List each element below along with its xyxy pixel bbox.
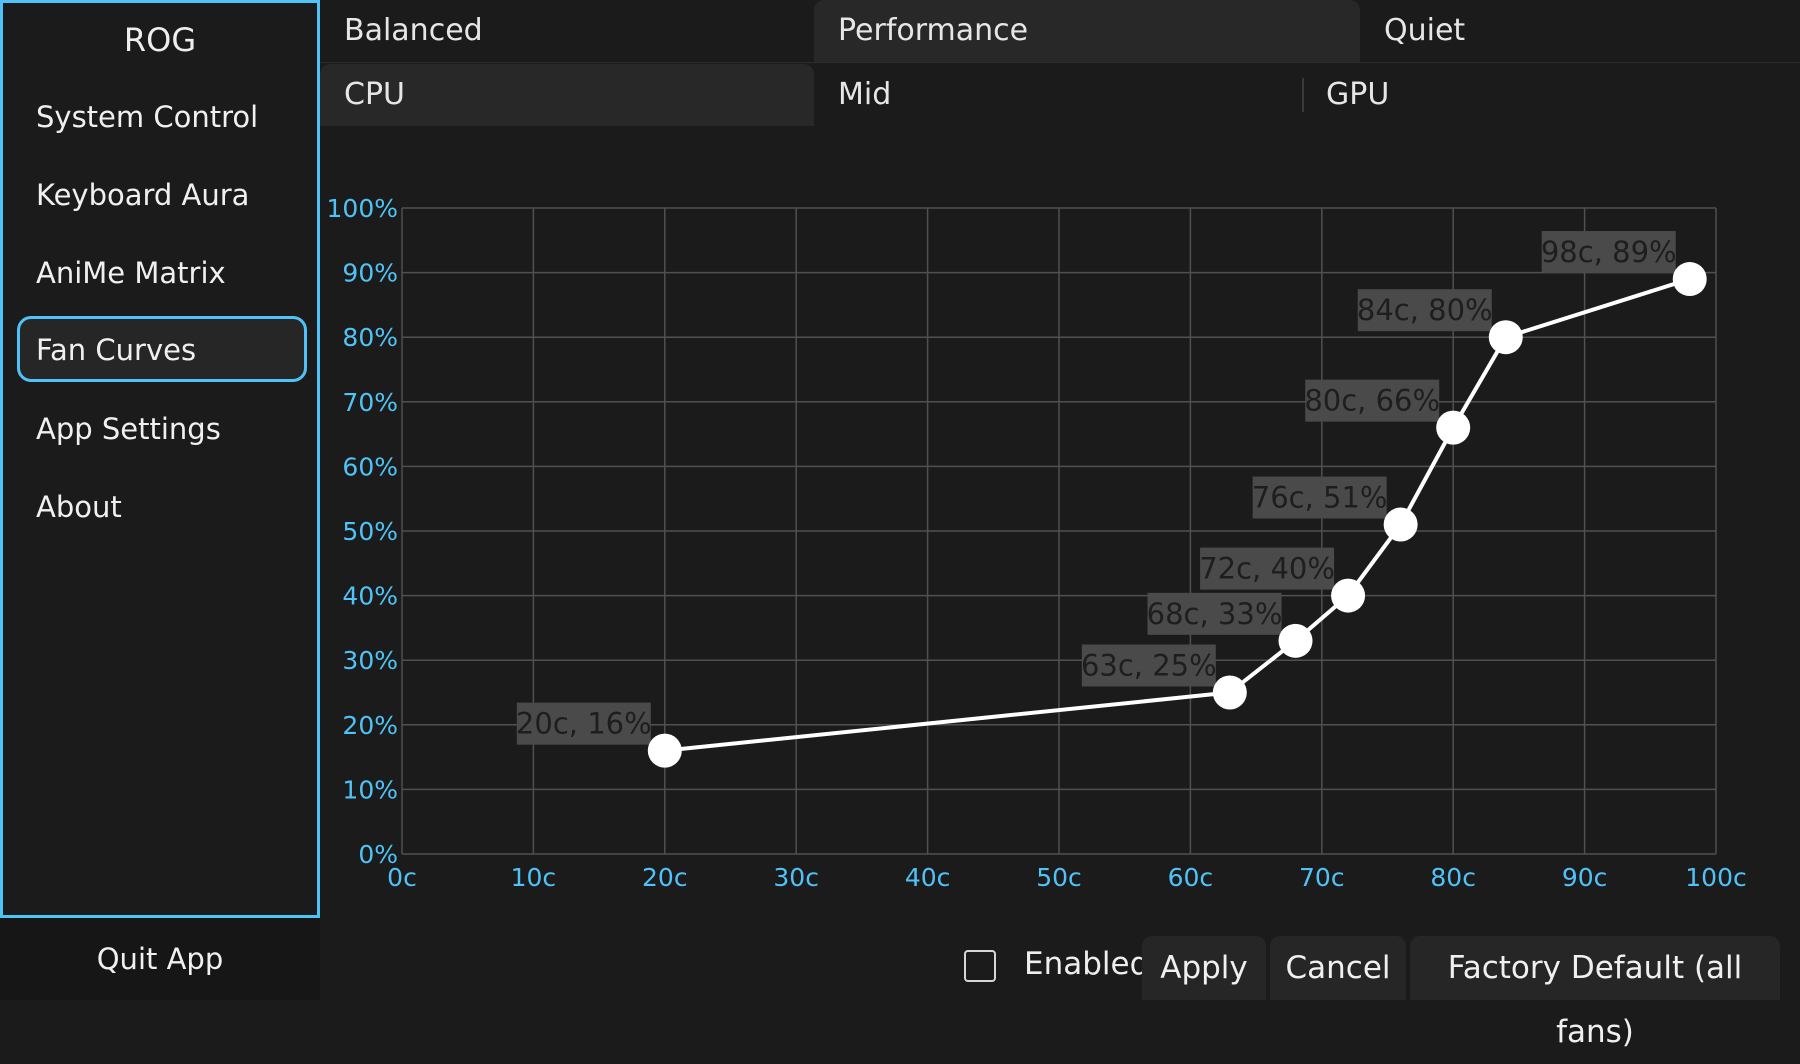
curve-point-handle[interactable] xyxy=(1278,623,1313,658)
y-tick-label: 70% xyxy=(342,388,398,417)
nav-item-anime-matrix[interactable]: AniMe Matrix xyxy=(36,256,226,290)
fan-tab-bar: CPU Mid GPU xyxy=(320,64,1800,126)
point-label-bg xyxy=(1252,476,1387,519)
y-tick-label: 60% xyxy=(342,452,398,481)
x-tick-label: 90c xyxy=(1562,863,1608,892)
point-label: 63c, 25% xyxy=(1081,649,1217,683)
curve-point-handle[interactable] xyxy=(1672,262,1707,297)
x-tick-label: 80c xyxy=(1430,863,1476,892)
curve-point-handle[interactable] xyxy=(1212,675,1247,710)
y-tick-label: 50% xyxy=(342,517,398,546)
point-label: 98c, 89% xyxy=(1541,235,1677,269)
point-label: 68c, 33% xyxy=(1147,597,1283,631)
fan-curve-chart[interactable]: 0c 10c 20c 30c 40c 50c 60c 70c 80c 90c 100c 0% 10% 20… xyxy=(320,126,1800,918)
nav-item-keyboard-aura[interactable]: Keyboard Aura xyxy=(36,178,250,212)
point-label-bg xyxy=(1541,231,1676,274)
curve-point-handle[interactable] xyxy=(647,733,682,768)
apply-button[interactable]: Apply xyxy=(1142,936,1266,1000)
y-tick-label: 90% xyxy=(342,259,398,288)
tab-gpu[interactable]: GPU xyxy=(1302,64,1800,126)
brand-title: ROG xyxy=(123,21,197,59)
x-tick-label: 10c xyxy=(511,863,557,892)
y-tick-label: 10% xyxy=(342,775,398,804)
x-tick-label: 100c xyxy=(1685,863,1746,892)
enabled-label: Enabled xyxy=(1024,946,1150,982)
curve-point-handle[interactable] xyxy=(1331,578,1366,613)
point-label: 84c, 80% xyxy=(1357,293,1493,327)
tab-balanced[interactable]: Balanced xyxy=(344,13,483,48)
cancel-button[interactable]: Cancel xyxy=(1270,936,1406,1000)
y-tick-label: 80% xyxy=(342,323,398,352)
footer-bar: Enabled Apply Cancel Factory Default (al… xyxy=(320,918,1800,1050)
nav-item-fan-curves[interactable]: Fan Curves xyxy=(17,316,307,382)
tab-gpu-label: GPU xyxy=(1326,77,1390,112)
tab-performance[interactable]: Performance xyxy=(814,0,1360,62)
point-label-bg xyxy=(1200,547,1335,590)
y-tick-label: 40% xyxy=(342,582,398,611)
x-tick-label: 30c xyxy=(773,863,819,892)
nav-item-app-settings[interactable]: App Settings xyxy=(36,412,221,446)
point-label: 76c, 51% xyxy=(1252,481,1388,515)
y-tick-label: 100% xyxy=(327,194,398,223)
point-label-bg xyxy=(1147,592,1282,635)
quit-app-button[interactable]: Quit App xyxy=(0,918,320,1000)
point-label-bg xyxy=(1081,644,1216,687)
point-label: 20c, 16% xyxy=(516,707,652,741)
x-tick-label: 20c xyxy=(642,863,688,892)
x-tick-label: 70c xyxy=(1299,863,1345,892)
y-tick-label: 30% xyxy=(342,646,398,675)
point-label: 80c, 66% xyxy=(1304,384,1440,418)
point-label-bg xyxy=(1357,289,1492,332)
point-label-bg xyxy=(516,702,651,745)
x-tick-label: 0c xyxy=(387,863,417,892)
y-tick-label: 0% xyxy=(358,840,398,869)
factory-default-button[interactable]: Factory Default (all fans) xyxy=(1410,936,1780,1050)
enabled-checkbox[interactable] xyxy=(964,950,996,982)
sidebar: ROG System Control Keyboard Aura AniMe M… xyxy=(0,0,320,918)
point-label: 72c, 40% xyxy=(1199,552,1335,586)
curve-point-handle[interactable] xyxy=(1436,410,1471,445)
curve-point-handle[interactable] xyxy=(1383,507,1418,542)
x-tick-label: 40c xyxy=(905,863,951,892)
tab-mid[interactable]: Mid xyxy=(838,77,892,112)
y-tick-label: 20% xyxy=(342,711,398,740)
point-label-bg xyxy=(1305,379,1440,422)
x-tick-label: 60c xyxy=(1168,863,1214,892)
tab-cpu[interactable]: CPU xyxy=(320,64,814,126)
x-tick-label: 50c xyxy=(1036,863,1082,892)
curve-point-handle[interactable] xyxy=(1488,320,1523,355)
nav-item-about[interactable]: About xyxy=(36,490,122,524)
tab-quiet[interactable]: Quiet xyxy=(1384,13,1466,48)
profile-tab-bar: Balanced Performance Quiet xyxy=(320,0,1800,63)
nav-item-system-control[interactable]: System Control xyxy=(36,100,259,134)
tab-separator xyxy=(1302,78,1304,112)
